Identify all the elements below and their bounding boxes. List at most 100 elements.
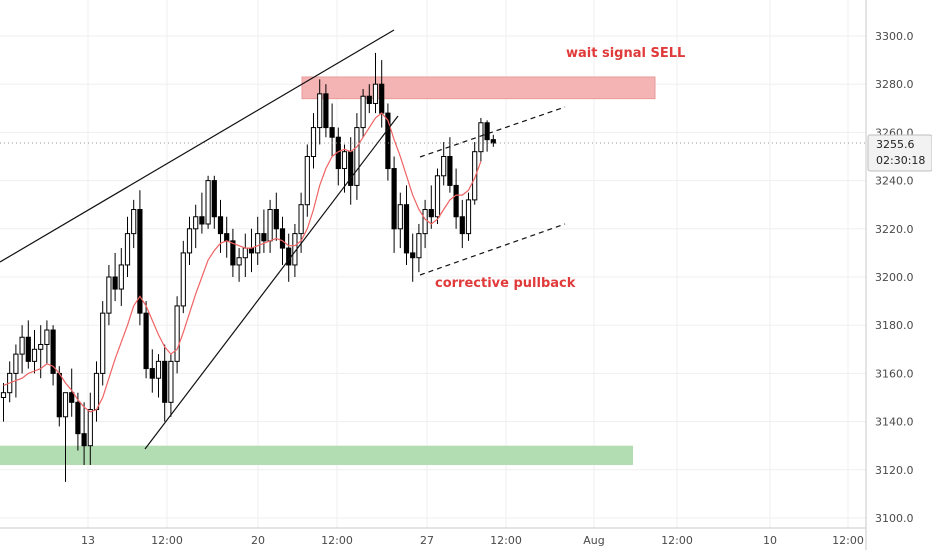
y-tick-label: 3160.0 — [875, 367, 914, 380]
candle-body — [354, 127, 360, 186]
candle — [329, 103, 335, 157]
candle-body — [478, 122, 484, 153]
candle — [391, 156, 397, 253]
rising-wedge-lower-line — [144, 115, 399, 450]
candle — [484, 120, 490, 152]
candle — [441, 142, 447, 186]
candle-body — [242, 247, 248, 259]
x-tick-label: 12:00 — [490, 534, 522, 547]
candle — [410, 233, 416, 282]
candle — [106, 264, 112, 326]
candle — [230, 228, 236, 277]
candle-body — [391, 168, 397, 230]
candle — [31, 330, 38, 374]
y-tick-label: 3120.0 — [875, 464, 914, 477]
candle — [50, 325, 56, 386]
candle — [267, 199, 273, 253]
current-price-label: 3255.6 — [876, 138, 915, 151]
candle-body — [180, 252, 186, 307]
candle — [310, 113, 317, 169]
candle — [372, 52, 379, 114]
candle-body — [112, 276, 118, 290]
candle-body — [267, 209, 273, 242]
candle-body — [273, 209, 279, 230]
candle-body — [372, 83, 379, 104]
x-tick-label: 12:00 — [151, 534, 183, 547]
candle — [112, 252, 118, 302]
channel-lower-line — [419, 223, 566, 276]
candle-body — [143, 312, 149, 370]
candle-body — [434, 175, 441, 218]
candle-body — [106, 276, 112, 314]
candle — [87, 392, 93, 465]
candle-body — [484, 122, 490, 141]
candle — [44, 320, 50, 364]
candle-body — [56, 372, 62, 418]
candle — [137, 190, 143, 326]
candle — [224, 216, 230, 258]
y-axis-panel[interactable] — [866, 0, 932, 550]
candle — [261, 209, 267, 253]
candle-body — [75, 401, 81, 435]
candle-body — [323, 93, 329, 129]
candle — [478, 117, 484, 162]
candle-body — [205, 180, 211, 225]
candle — [155, 354, 162, 398]
candle-body — [131, 209, 137, 235]
candle — [341, 144, 348, 193]
candle — [118, 248, 124, 306]
candle — [317, 79, 323, 145]
candle-body — [255, 233, 261, 254]
candle-body — [224, 233, 230, 242]
y-tick-label: 3180.0 — [875, 319, 914, 332]
candle-body — [19, 336, 25, 355]
support-zone — [0, 445, 633, 465]
candle-body — [38, 343, 44, 350]
candle-body — [230, 240, 236, 266]
candle-body — [0, 392, 7, 398]
resistance-zone — [301, 76, 656, 100]
candle-body — [193, 216, 199, 230]
x-tick-label: 27 — [420, 534, 434, 547]
candle-body — [124, 233, 131, 266]
candle — [453, 168, 459, 229]
candle — [168, 354, 174, 417]
candle — [459, 199, 465, 249]
candle — [255, 216, 261, 265]
candle — [472, 142, 478, 205]
candle-body — [118, 264, 124, 290]
candle — [434, 168, 441, 224]
candle-body — [174, 305, 180, 362]
ma-layer — [3, 112, 482, 413]
candle-body — [236, 257, 242, 266]
candle — [428, 185, 434, 229]
zone-layer — [0, 76, 656, 465]
candle — [100, 301, 106, 386]
candle — [379, 60, 385, 128]
candle — [348, 137, 354, 205]
candle-body — [459, 216, 465, 235]
candle-body — [472, 151, 478, 201]
candle — [0, 383, 7, 422]
candle-body — [397, 204, 403, 230]
y-tick-label: 3240.0 — [875, 175, 914, 188]
candle-body — [100, 312, 106, 374]
candle-layer — [0, 52, 496, 482]
moving-average-line — [3, 112, 482, 413]
candle — [149, 349, 155, 393]
candle-body — [360, 95, 366, 129]
candle-body — [317, 93, 323, 129]
candle — [199, 192, 205, 234]
candle — [62, 392, 69, 482]
candle — [75, 392, 81, 451]
candle-body — [186, 228, 193, 254]
candle — [143, 301, 149, 379]
candle — [403, 185, 410, 265]
candle-body — [81, 433, 87, 447]
candle-body — [217, 216, 224, 235]
candle — [385, 103, 391, 181]
candle — [323, 84, 329, 138]
